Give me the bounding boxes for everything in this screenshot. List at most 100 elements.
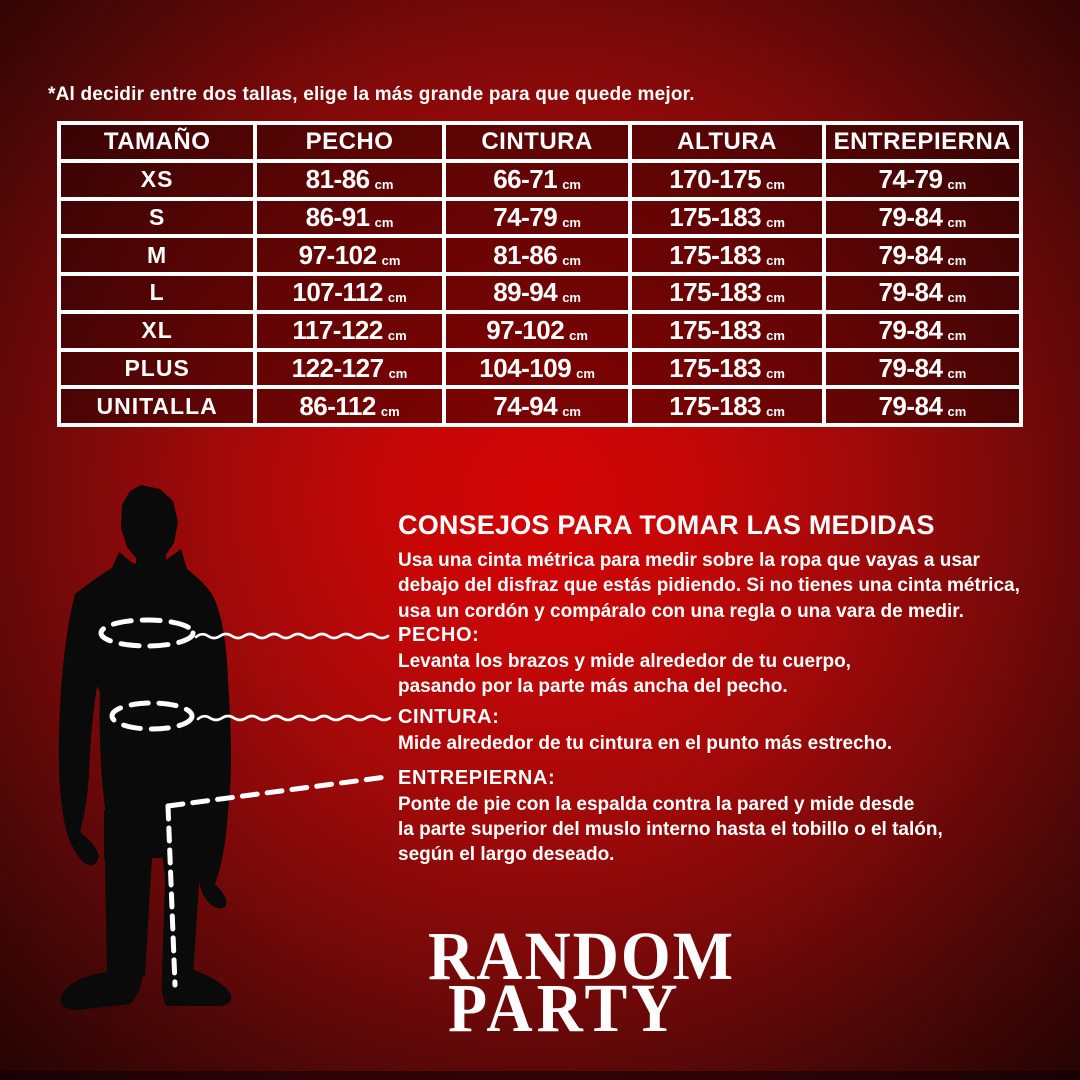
unit-label: cm bbox=[766, 365, 785, 381]
unit-label: cm bbox=[374, 214, 394, 230]
value: 175-183 bbox=[669, 277, 762, 308]
value: 89-94 bbox=[493, 277, 558, 308]
chest-cell: 97-102 cm bbox=[255, 236, 444, 274]
value: 86-112 bbox=[299, 390, 376, 421]
inseam-cell: 79-84 cm bbox=[823, 198, 1021, 237]
waist-connector-line bbox=[196, 714, 392, 722]
chest-cell: 86-112 cm bbox=[255, 387, 444, 425]
unit-label: cm bbox=[388, 365, 408, 381]
height-cell: 175-183 cm bbox=[630, 387, 824, 425]
height-cell: 175-183 cm bbox=[630, 311, 824, 350]
bottom-strip bbox=[0, 1071, 1080, 1080]
unit-label: cm bbox=[766, 252, 785, 268]
header-cell-inseam: ENTREPIERNA bbox=[823, 123, 1021, 161]
value: 170-175 bbox=[669, 164, 762, 195]
unit-label: cm bbox=[387, 328, 407, 344]
height-cell: 175-183 cm bbox=[630, 349, 824, 388]
unit-label: cm bbox=[766, 214, 785, 230]
waist-cell: 81-86 cm bbox=[443, 236, 631, 274]
height-cell: 175-183 cm bbox=[630, 198, 824, 237]
value: 74-94 bbox=[493, 390, 558, 421]
size-cell: XL bbox=[59, 311, 256, 350]
table-row: UNITALLA 86-112 cm 74-94 cm 175-183 cm 79-8… bbox=[59, 387, 1021, 425]
value: 74-79 bbox=[878, 164, 943, 195]
inseam-cell: 79-84 cm bbox=[823, 387, 1021, 425]
inseam-cell: 74-79 cm bbox=[823, 160, 1021, 199]
tip-chest: PECHO: Levanta los brazos y mide alreded… bbox=[398, 624, 1038, 699]
chest-cell: 117-122 cm bbox=[255, 311, 444, 350]
tip-chest-text: Levanta los brazos y mide alrededor de t… bbox=[398, 651, 851, 698]
unit-label: cm bbox=[947, 328, 967, 344]
table-row: S 86-91 cm 74-79 cm 175-183 cm 79-84 cm bbox=[59, 198, 1021, 237]
value: 81-86 bbox=[305, 164, 371, 195]
height-cell: 170-175 cm bbox=[630, 160, 824, 199]
waist-cell: 74-94 cm bbox=[443, 387, 631, 425]
header-cell-height: ALTURA bbox=[630, 123, 824, 161]
table-row: L 107-112 cm 89-94 cm 175-183 cm 79-84 cm bbox=[59, 274, 1021, 312]
unit-label: cm bbox=[562, 403, 581, 419]
value: 104-109 bbox=[479, 352, 572, 383]
value: 97-102 bbox=[486, 315, 565, 346]
waist-cell: 89-94 cm bbox=[443, 274, 631, 312]
unit-label: cm bbox=[562, 214, 581, 230]
value: 79-84 bbox=[878, 315, 943, 346]
tips-title: CONSEJOS PARA TOMAR LAS MEDIDAS bbox=[398, 510, 935, 540]
size-cell: M bbox=[59, 236, 256, 274]
value: 175-183 bbox=[669, 390, 762, 421]
size-cell: L bbox=[59, 274, 256, 312]
unit-label: cm bbox=[766, 328, 785, 344]
value: 175-183 bbox=[669, 352, 762, 383]
tip-waist-label: CINTURA: bbox=[398, 706, 500, 728]
value: 175-183 bbox=[669, 315, 762, 346]
tip-waist: CINTURA: Mide alrededor de tu cintura en… bbox=[398, 706, 1038, 756]
unit-label: cm bbox=[947, 214, 967, 230]
table-row: M 97-102 cm 81-86 cm 175-183 cm 79-84 cm bbox=[59, 236, 1021, 274]
unit-label: cm bbox=[381, 252, 401, 268]
size-table: TAMAÑO PECHO CINTURA ALTURA ENTREPIERNA … bbox=[57, 121, 1023, 427]
value: 74-79 bbox=[493, 201, 558, 232]
header-cell-size: TAMAÑO bbox=[59, 123, 256, 161]
header-cell-chest: PECHO bbox=[255, 123, 444, 161]
table-row: XS 81-86 cm 66-71 cm 170-175 cm 74-79 cm bbox=[59, 160, 1021, 199]
inseam-cell: 79-84 cm bbox=[823, 311, 1021, 350]
chest-cell: 81-86 cm bbox=[255, 160, 444, 199]
inseam-measure-line bbox=[165, 803, 178, 988]
table-row: PLUS 122-127 cm 104-109 cm 175-183 cm 79-84… bbox=[59, 349, 1021, 388]
tip-waist-text: Mide alrededor de tu cintura en el punto… bbox=[398, 733, 893, 754]
value: 175-183 bbox=[669, 201, 762, 232]
table-header-row: TAMAÑO PECHO CINTURA ALTURA ENTREPIERNA bbox=[59, 123, 1021, 161]
unit-label: cm bbox=[374, 177, 394, 193]
waist-measure-ellipse bbox=[109, 700, 195, 732]
brand-logo-line2: PARTY bbox=[448, 969, 682, 1047]
chest-cell: 107-112 cm bbox=[255, 274, 444, 312]
value: 79-84 bbox=[878, 201, 943, 232]
chest-measure-ellipse bbox=[98, 617, 196, 649]
value: 66-71 bbox=[493, 164, 558, 195]
inseam-cell: 79-84 cm bbox=[823, 349, 1021, 388]
waist-cell: 74-79 cm bbox=[443, 198, 631, 237]
inseam-cell: 79-84 cm bbox=[823, 274, 1021, 312]
unit-label: cm bbox=[766, 177, 785, 193]
sizing-note: *Al decidir entre dos tallas, elige la m… bbox=[48, 84, 695, 105]
unit-label: cm bbox=[387, 290, 407, 306]
tip-inseam-label: ENTREPIERNA: bbox=[398, 767, 556, 789]
unit-label: cm bbox=[562, 177, 581, 193]
unit-label: cm bbox=[947, 290, 967, 306]
unit-label: cm bbox=[947, 252, 967, 268]
waist-cell: 104-109 cm bbox=[443, 349, 631, 388]
tip-chest-label: PECHO: bbox=[398, 624, 480, 646]
inseam-cell: 79-84 cm bbox=[823, 236, 1021, 274]
unit-label: cm bbox=[380, 403, 400, 419]
chest-connector-line bbox=[194, 632, 390, 640]
brand-logo: RANDOM PARTY bbox=[428, 921, 735, 1043]
value: 79-84 bbox=[878, 352, 943, 383]
tips-intro: Usa una cinta métrica para medir sobre l… bbox=[398, 550, 1020, 622]
tip-inseam-text: Ponte de pie con la espalda contra la pa… bbox=[398, 794, 943, 866]
value: 79-84 bbox=[878, 239, 943, 270]
inseam-connector-line bbox=[165, 774, 389, 809]
value: 107-112 bbox=[292, 277, 383, 308]
header-cell-waist: CINTURA bbox=[443, 123, 631, 161]
value: 122-127 bbox=[291, 352, 384, 383]
value: 79-84 bbox=[878, 277, 943, 308]
